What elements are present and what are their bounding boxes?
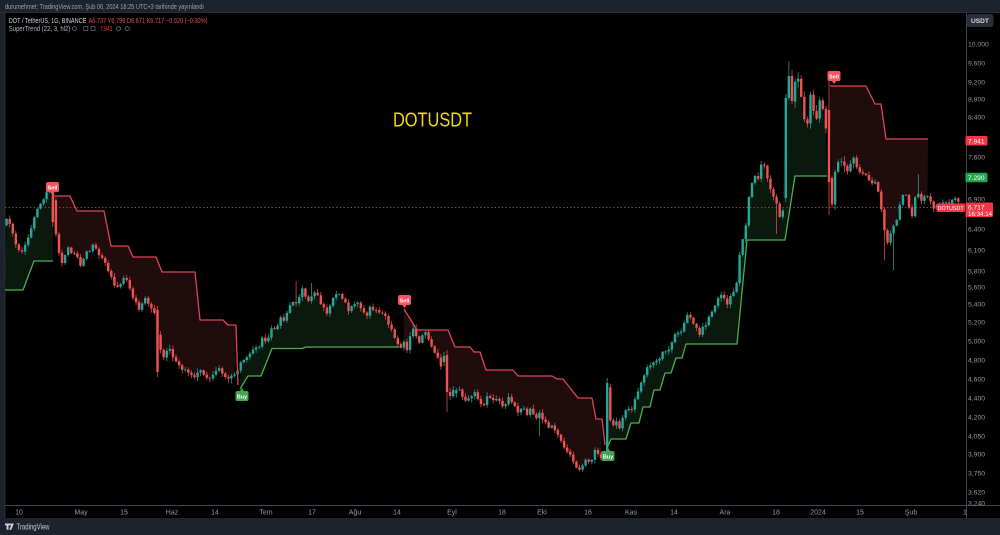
svg-text:Eyl: Eyl [447,510,457,517]
svg-text:DOTUSDT: DOTUSDT [393,108,472,131]
svg-text:Tem: Tem [259,510,272,517]
svg-text:6.717: 6.717 [968,204,985,211]
svg-text:3,900: 3,900 [968,452,985,459]
svg-text:4,800: 4,800 [968,358,985,365]
svg-text:9,600: 9,600 [968,61,985,68]
svg-text:14: 14 [670,510,678,517]
svg-text:Haz: Haz [166,510,179,517]
svg-text:15: 15 [856,510,864,517]
svg-text:6,400: 6,400 [968,227,985,234]
svg-text:4,200: 4,200 [968,415,985,422]
svg-text:7,600: 7,600 [968,155,985,162]
svg-text:Kas: Kas [625,510,638,517]
svg-text:16:34:14: 16:34:14 [968,211,993,218]
svg-text:6,900: 6,900 [968,197,985,204]
svg-text:4,600: 4,600 [968,377,985,384]
svg-text:Şub: Şub [905,510,918,517]
svg-text:Buy: Buy [237,394,248,400]
svg-text:Eki: Eki [537,510,547,517]
svg-text:Ara: Ara [720,510,731,517]
svg-text:18: 18 [772,510,780,517]
svg-text:14: 14 [393,510,401,517]
svg-text:15: 15 [120,510,128,517]
svg-text:SuperTrend (22, 3, hl2): SuperTrend (22, 3, hl2) [9,24,71,33]
svg-text:Ağu: Ağu [349,510,362,517]
svg-text:5,800: 5,800 [968,269,985,276]
svg-text:5,600: 5,600 [968,285,985,292]
svg-text:5,200: 5,200 [968,320,985,327]
svg-text:10: 10 [15,510,23,517]
svg-text:17: 17 [308,510,316,517]
svg-text:8,400: 8,400 [968,115,985,122]
svg-text:DOT / TetherUS, 1G, BINANCE: DOT / TetherUS, 1G, BINANCE [9,16,87,25]
svg-text:1: 1 [963,510,967,517]
svg-text:7.941: 7.941 [100,24,113,33]
svg-text:7.290: 7.290 [968,175,985,182]
svg-text:14: 14 [211,510,219,517]
svg-text:5,000: 5,000 [968,339,985,346]
svg-text:TradingView: TradingView [17,522,51,532]
svg-text:3,240: 3,240 [968,501,985,508]
svg-text:Sell: Sell [48,185,58,191]
svg-text:Sell: Sell [829,74,839,80]
svg-text:16: 16 [584,510,592,517]
svg-text:Sell: Sell [400,298,410,304]
svg-text:6,100: 6,100 [968,248,985,255]
svg-text:7.941: 7.941 [968,138,985,145]
svg-text:18: 18 [498,510,506,517]
svg-text:DOTUSDT: DOTUSDT [938,206,965,212]
svg-text:9,200: 9,200 [968,80,985,87]
svg-text:10,000: 10,000 [968,42,989,49]
svg-text:5,400: 5,400 [968,302,985,309]
svg-text:4,400: 4,400 [968,396,985,403]
svg-text:4,050: 4,050 [968,434,985,441]
svg-text:USDT: USDT [971,18,989,25]
svg-text:Buy: Buy [603,454,614,460]
svg-text:A6.737 Y6.796 D6.671 K6.717 −0: A6.737 Y6.796 D6.671 K6.717 −0.020 (−0.3… [89,16,208,25]
svg-text:May: May [74,510,88,517]
svg-text:3,750: 3,750 [968,471,985,478]
svg-text:3,620: 3,620 [968,490,985,497]
svg-text:durumehmet: TradingView.com, Ş: durumehmet: TradingView.com, Şub 06, 202… [5,2,204,11]
svg-text:2024: 2024 [810,510,826,517]
svg-text:8,800: 8,800 [968,97,985,104]
